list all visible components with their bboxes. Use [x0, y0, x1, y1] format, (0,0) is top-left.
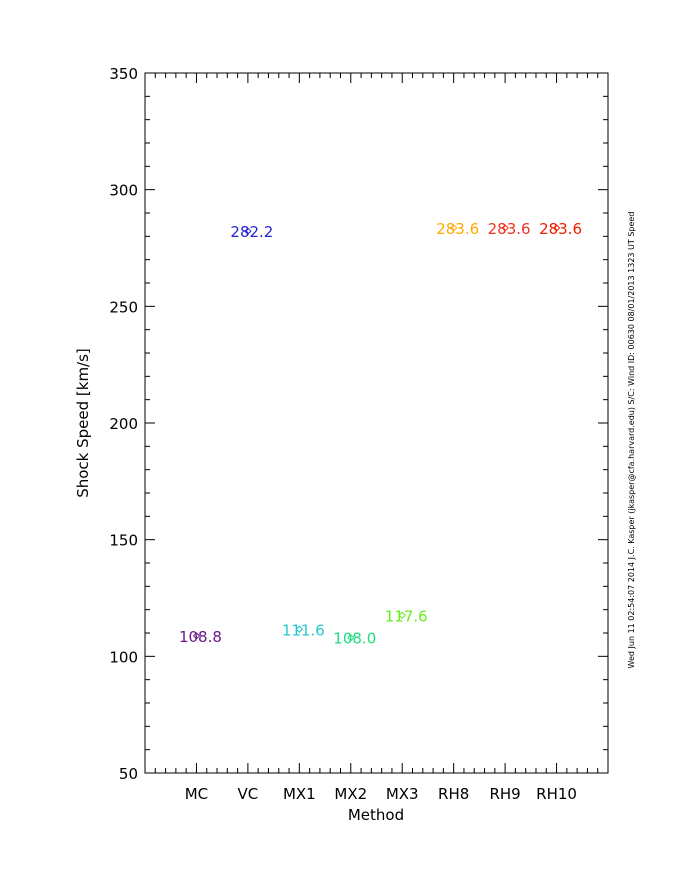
point — [244, 227, 252, 235]
x-tick-label: RH10 — [536, 785, 577, 803]
x-tick-label: MX3 — [386, 785, 419, 803]
y-tick-label: 250 — [109, 298, 138, 316]
x-tick-label: MX2 — [334, 785, 367, 803]
y-axis-label: Shock Speed [km/s] — [74, 348, 92, 498]
point — [501, 224, 509, 232]
y-tick-label: 50 — [119, 765, 138, 783]
value-label: 282.2 — [230, 223, 273, 241]
x-axis-label: Method — [348, 806, 404, 824]
plot-frame — [144, 72, 609, 774]
footnote: Wed Jun 11 02:54:07 2014 J.C. Kasper (jk… — [627, 212, 636, 669]
value-label: 117.6 — [385, 607, 428, 625]
value-label: 283.6 — [539, 220, 582, 238]
value-label: 111.6 — [282, 621, 325, 639]
point — [347, 633, 355, 642]
point — [398, 611, 406, 619]
x-tick-label: MX1 — [283, 785, 316, 803]
x-tick-label: RH8 — [438, 785, 469, 803]
x-tick-label: MC — [185, 785, 208, 803]
point — [449, 224, 458, 232]
y-tick-label: 350 — [109, 65, 138, 83]
value-label: 108.8 — [179, 628, 222, 646]
x-tick-label: VC — [238, 785, 259, 803]
point — [192, 632, 201, 640]
y-tick-label: 100 — [109, 648, 138, 666]
y-tick-label: 200 — [109, 415, 138, 433]
point — [295, 625, 304, 633]
value-label: 283.6 — [488, 220, 531, 238]
value-label: 283.6 — [436, 220, 479, 238]
x-tick-label: RH9 — [489, 785, 520, 803]
point — [552, 224, 561, 232]
y-tick-label: 300 — [109, 182, 138, 200]
y-tick-label: 150 — [109, 532, 138, 550]
value-label: 108.0 — [333, 630, 376, 648]
